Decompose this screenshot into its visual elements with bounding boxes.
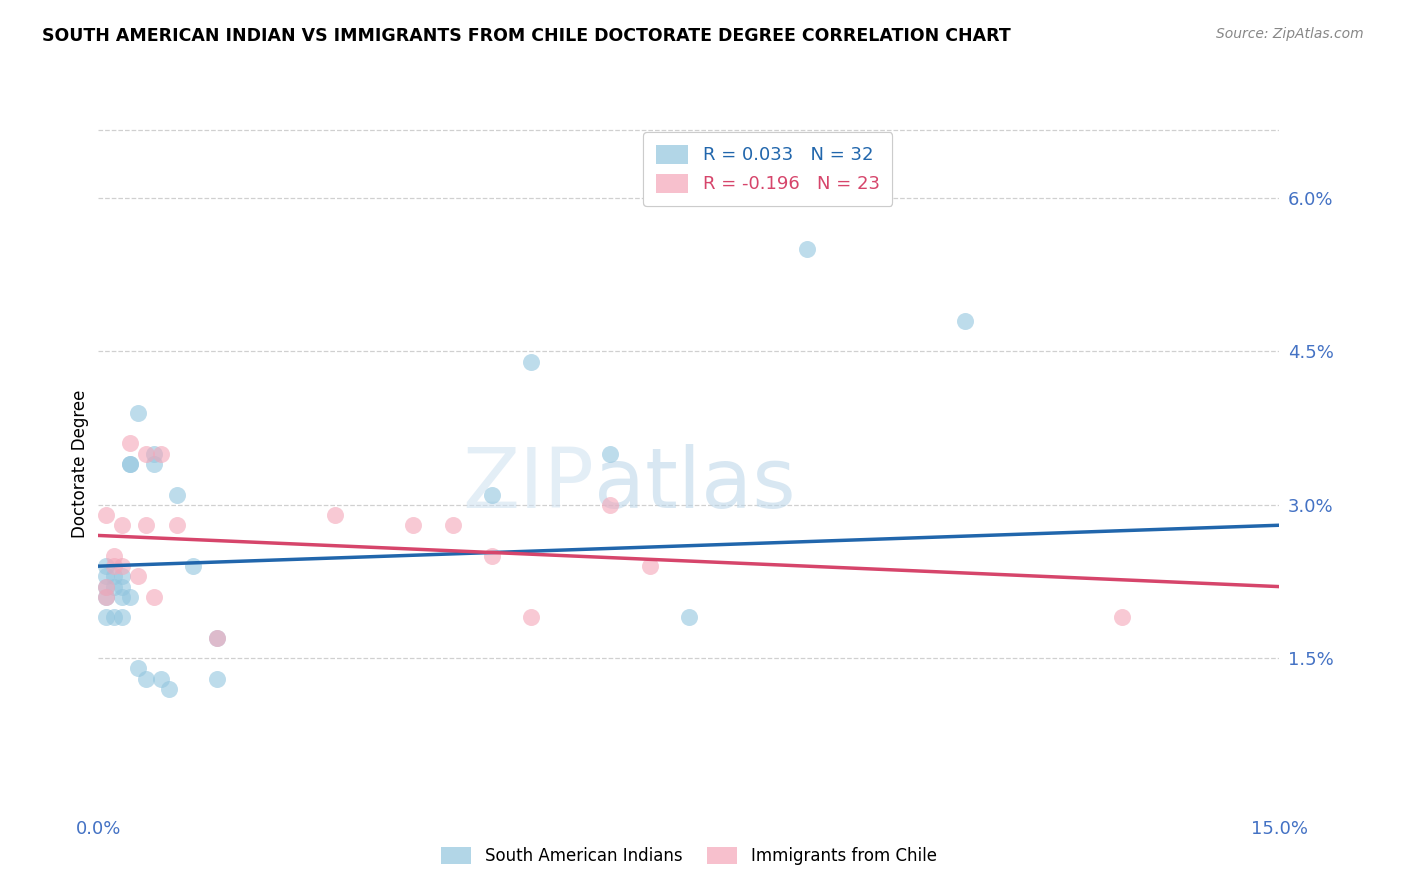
Point — [142, 447, 165, 461]
Point — [135, 518, 157, 533]
Point — [481, 487, 503, 501]
Point — [111, 610, 134, 624]
Point — [127, 661, 149, 675]
Point — [111, 518, 134, 533]
Point — [205, 672, 228, 686]
Point — [96, 580, 118, 594]
Point — [96, 559, 118, 574]
Point — [118, 457, 141, 471]
Point — [127, 406, 149, 420]
Point — [402, 518, 425, 533]
Legend: South American Indians, Immigrants from Chile: South American Indians, Immigrants from … — [432, 837, 946, 875]
Point — [142, 457, 165, 471]
Point — [796, 242, 818, 256]
Point — [142, 590, 165, 604]
Point — [520, 610, 543, 624]
Point — [96, 590, 118, 604]
Text: ZIP: ZIP — [463, 444, 595, 525]
Point — [481, 549, 503, 563]
Point — [103, 580, 125, 594]
Point — [520, 354, 543, 368]
Point — [1111, 610, 1133, 624]
Point — [205, 631, 228, 645]
Point — [323, 508, 346, 522]
Point — [135, 672, 157, 686]
Point — [150, 672, 173, 686]
Point — [111, 559, 134, 574]
Point — [638, 559, 661, 574]
Point — [111, 590, 134, 604]
Point — [111, 580, 134, 594]
Point — [181, 559, 204, 574]
Point — [118, 590, 141, 604]
Point — [678, 610, 700, 624]
Point — [157, 681, 180, 696]
Point — [96, 569, 118, 583]
Point — [103, 559, 125, 574]
Point — [111, 569, 134, 583]
Point — [127, 569, 149, 583]
Point — [205, 631, 228, 645]
Point — [118, 457, 141, 471]
Point — [166, 487, 188, 501]
Text: SOUTH AMERICAN INDIAN VS IMMIGRANTS FROM CHILE DOCTORATE DEGREE CORRELATION CHAR: SOUTH AMERICAN INDIAN VS IMMIGRANTS FROM… — [42, 27, 1011, 45]
Point — [118, 436, 141, 450]
Point — [96, 508, 118, 522]
Point — [103, 610, 125, 624]
Text: Source: ZipAtlas.com: Source: ZipAtlas.com — [1216, 27, 1364, 41]
Point — [103, 569, 125, 583]
Point — [135, 447, 157, 461]
Text: atlas: atlas — [595, 444, 796, 525]
Point — [96, 580, 118, 594]
Point — [441, 518, 464, 533]
Point — [166, 518, 188, 533]
Point — [953, 313, 976, 327]
Legend: R = 0.033   N = 32, R = -0.196   N = 23: R = 0.033 N = 32, R = -0.196 N = 23 — [644, 132, 893, 206]
Point — [103, 549, 125, 563]
Point — [150, 447, 173, 461]
Point — [96, 590, 118, 604]
Y-axis label: Doctorate Degree: Doctorate Degree — [70, 390, 89, 538]
Point — [599, 498, 621, 512]
Point — [599, 447, 621, 461]
Point — [96, 610, 118, 624]
